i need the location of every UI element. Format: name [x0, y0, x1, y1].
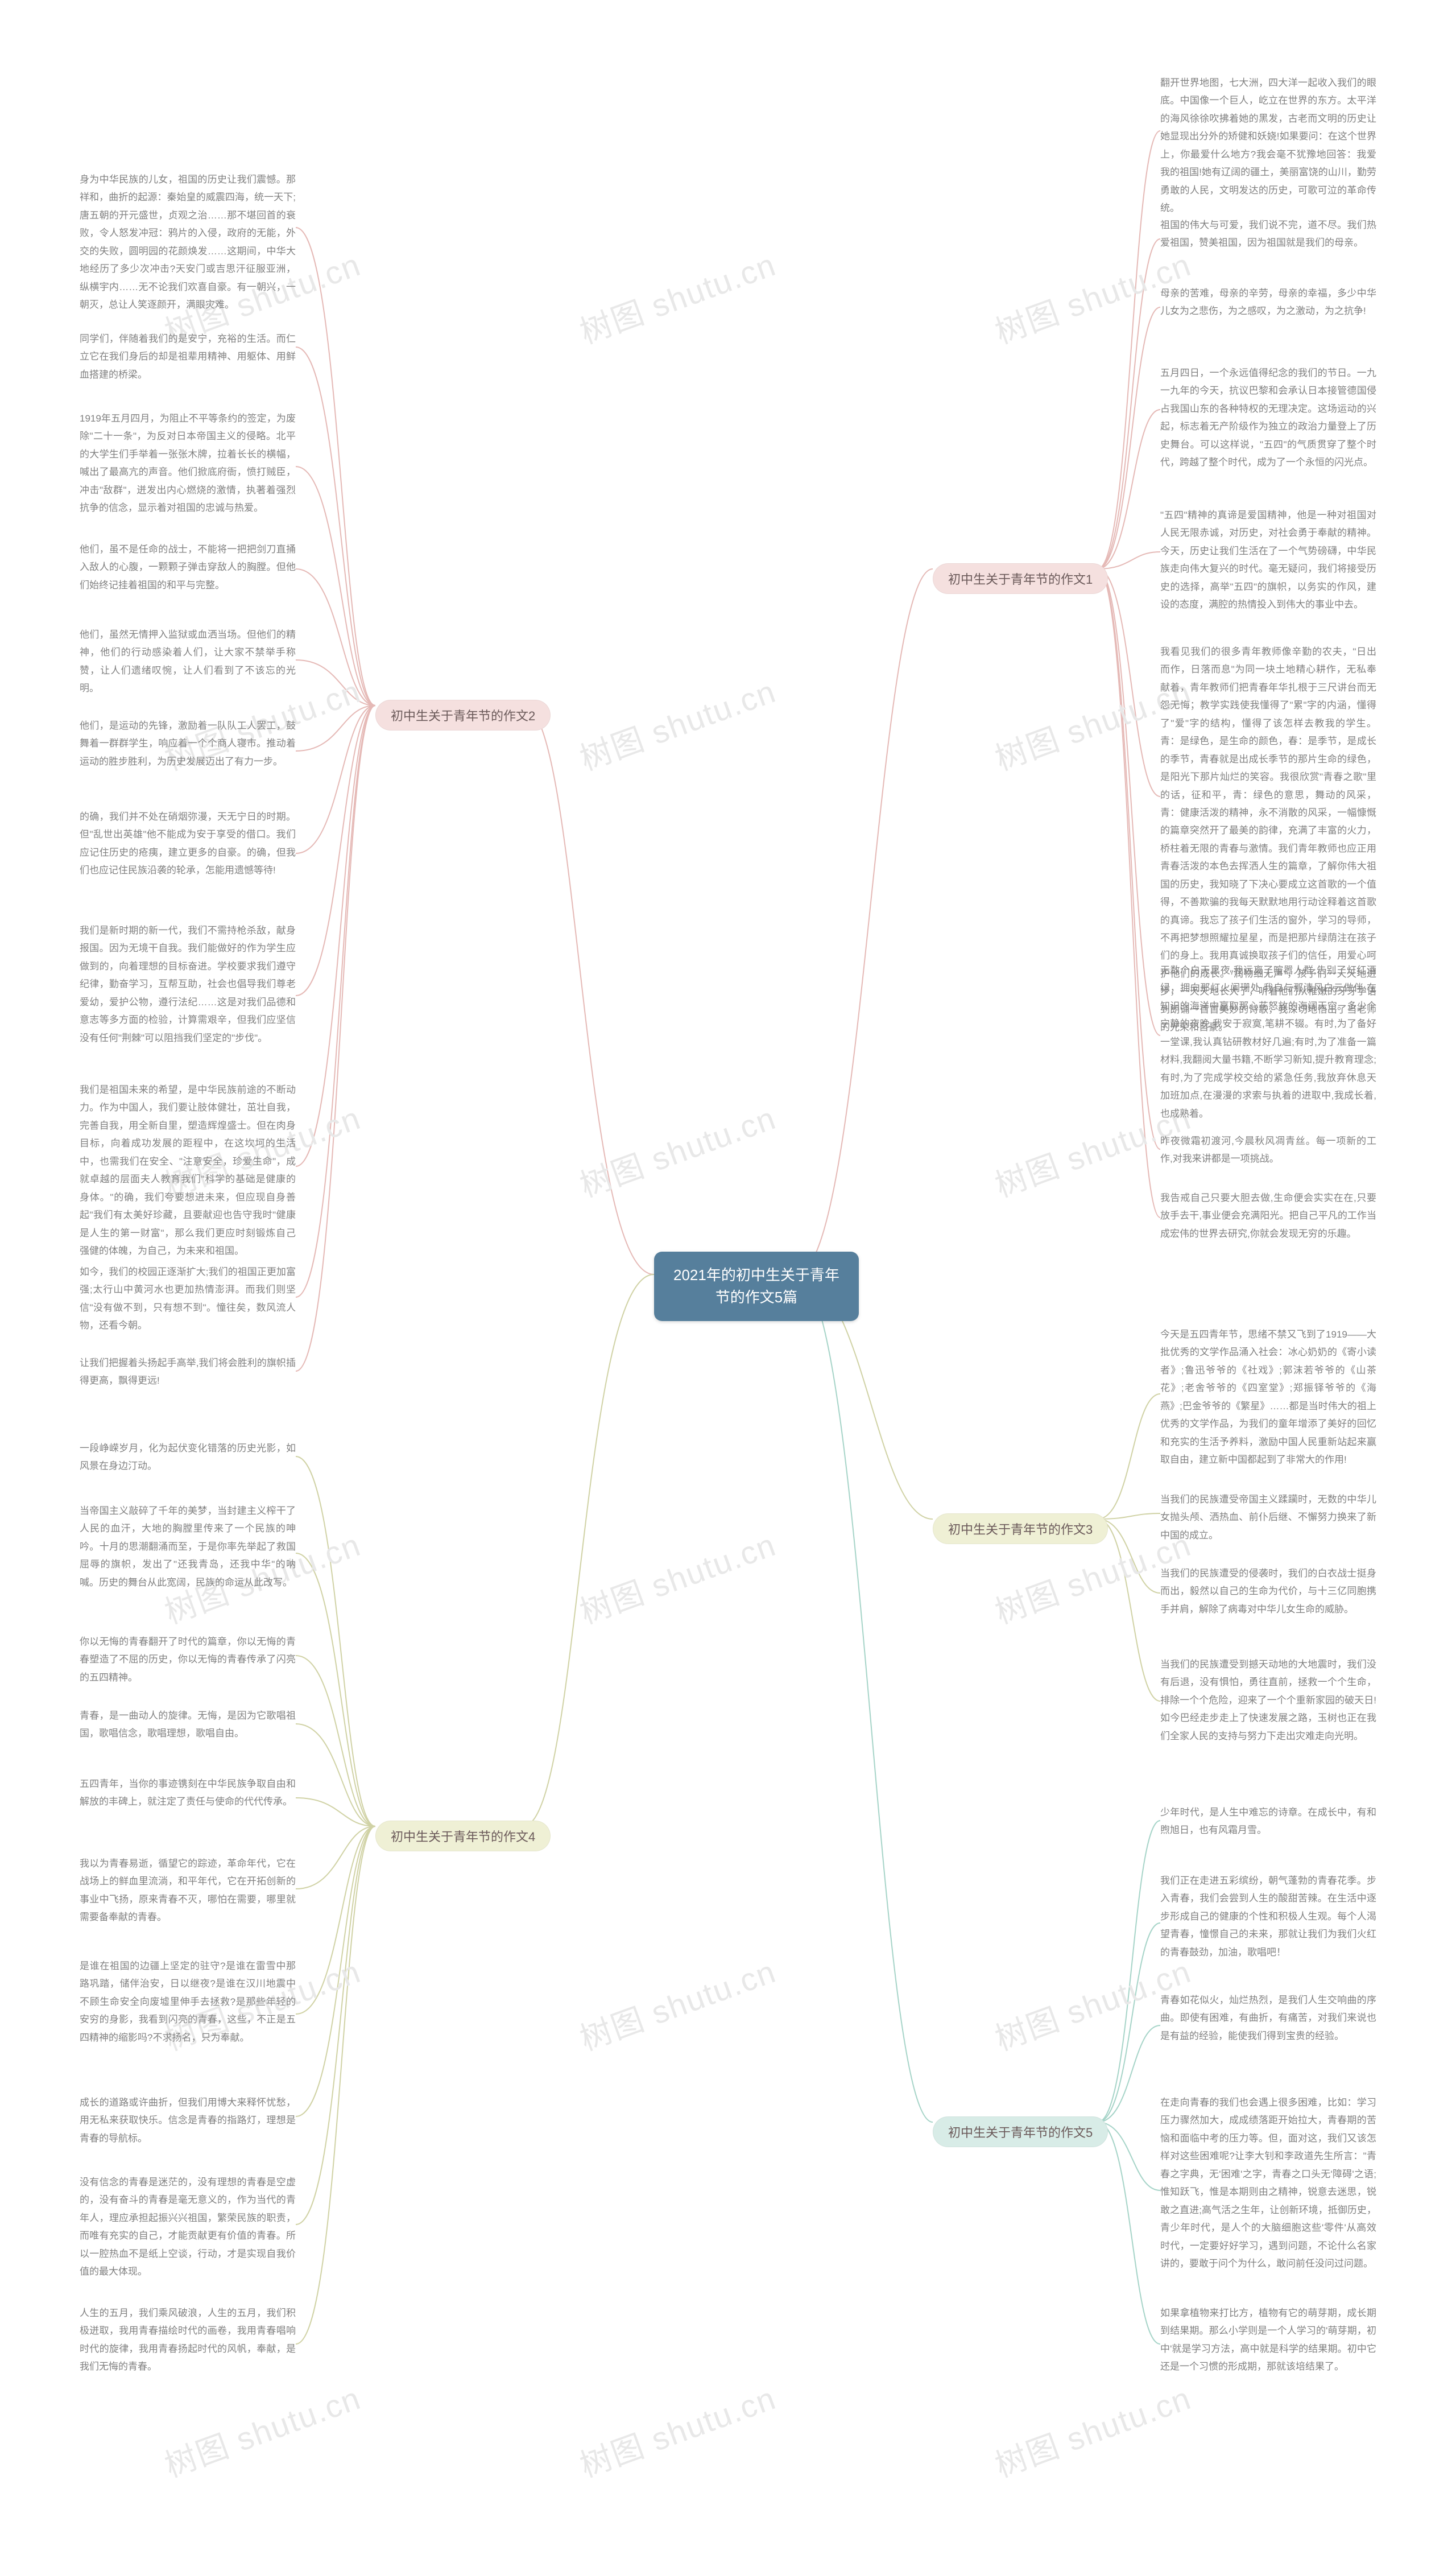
leaf-text: 母亲的苦难，母亲的辛劳，母亲的幸福，多少中华儿女为之悲伤，为之感叹，为之激动，为…: [1160, 284, 1376, 320]
leaf-text: 身为中华民族的儿女，祖国的历史让我们震憾。那祥和，曲折的起源：秦始皇的威震四海，…: [80, 171, 296, 314]
center-title-line2: 节的作文5篇: [715, 1289, 797, 1306]
leaf-text: 祖国的伟大与可爱，我们说不完，道不尽。我们热爱祖国，赞美祖国，因为祖国就是我们的…: [1160, 216, 1376, 252]
watermark-text: 树图 shutu.cn: [988, 2373, 1197, 2487]
leaf-text: 人生的五月，我们乘风破浪，人生的五月，我们积极迸取，我用青春描绘时代的画卷，我用…: [80, 2304, 296, 2376]
branch-node-b4[interactable]: 初中生关于青年节的作文4: [375, 1821, 551, 1851]
branch-node-b3[interactable]: 初中生关于青年节的作文3: [933, 1513, 1108, 1544]
branch-node-b2[interactable]: 初中生关于青年节的作文2: [375, 700, 551, 731]
leaf-text: 如果拿植物来打比方，植物有它的萌芽期，成长期到结果期。那么小学则是一个人学习的'…: [1160, 2304, 1376, 2376]
watermark-text: 树图 shutu.cn: [573, 240, 781, 353]
leaf-text: 当帝国主义敲碎了千年的美梦，当封建主义榨干了人民的血汗，大地的胸膛里传来了一个民…: [80, 1502, 296, 1591]
leaf-text: 1919年五月四月，为阻止不平等条约的签定，为废除"二十一条"，为反对日本帝国主…: [80, 410, 296, 517]
leaf-text: 我告戒自己只要大胆去做,生命便会实实在在,只要放手去干,事业便会充满阳光。把自己…: [1160, 1189, 1376, 1243]
leaf-text: 成长的道路或许曲折，但我们用博大来释怀忧愁，用无私来获取快乐。信念是青春的指路灯…: [80, 2094, 296, 2147]
leaf-text: 他们，是运动的先锋，激励着一队队工人罢工，鼓舞着一群群学生，响应着一个个商人寝市…: [80, 717, 296, 770]
leaf-text: 你以无悔的青春翻开了时代的篇章，你以无悔的青春塑造了不屈的历史，你以无悔的青春传…: [80, 1633, 296, 1686]
watermark-text: 树图 shutu.cn: [573, 1520, 781, 1633]
center-title-line1: 2021年的初中生关于青年: [673, 1266, 839, 1284]
watermark-text: 树图 shutu.cn: [573, 1946, 781, 2060]
leaf-text: 我们是祖国未来的希望，是中华民族前途的不断动力。作为中国人，我们要让肢体健壮，茁…: [80, 1081, 296, 1260]
leaf-text: 今天是五四青年节，思绪不禁又飞到了1919——大批优秀的文学作品涌入社会：冰心奶…: [1160, 1326, 1376, 1469]
leaf-text: 当我们的民族遭受的侵袭时，我们的白衣战士挺身而出，毅然以自己的生命为代价，与十三…: [1160, 1565, 1376, 1618]
leaf-text: 让我们把握着头扬起手高举,我们将会胜利的旗帜插得更高，飘得更远!: [80, 1354, 296, 1390]
leaf-text: 是谁在祖国的边疆上坚定的驻守?是谁在雷雪中那路巩踏，储伴治安，日以继夜?是谁在汉…: [80, 1957, 296, 2046]
leaf-text: 青春，是一曲动人的旋律。无悔，是因为它歌唱祖国，歌唱信念，歌唱理想，歌唱自由。: [80, 1707, 296, 1743]
leaf-text: 昨夜微霜初渡河,今晨秋风凋青丝。每一项新的工作,对我来讲都是一项挑战。: [1160, 1132, 1376, 1168]
leaf-text: 五四青年，当你的事迹镌刻在中华民族争取自由和解放的丰碑上，就注定了责任与使命的代…: [80, 1775, 296, 1811]
leaf-text: 当我们的民族遭受到撼天动地的大地震时，我们没有后退，没有惧怕，勇往直前，拯救一个…: [1160, 1656, 1376, 1745]
leaf-text: 无数个白天黑夜,我远离了喧嚣人群,告别了灯红酒绿，拥向那灯火阑珊处,我自与那清风…: [1160, 962, 1376, 1123]
leaf-text: 我们正在走进五彩缤纷，朝气蓬勃的青春花季。步入青春，我们会尝到人生的酸甜苦辣。在…: [1160, 1872, 1376, 1961]
leaf-text: "五四"精神的真谛是爱国精神，他是一种对祖国对人民无限赤诚，对历史，对社会勇于奉…: [1160, 506, 1376, 614]
leaf-text: 当我们的民族遭受帝国主义蹂躏时，无数的中华儿女抛头颅、洒热血、前仆后继、不懈努力…: [1160, 1491, 1376, 1544]
branch-node-b5[interactable]: 初中生关于青年节的作文5: [933, 2116, 1108, 2147]
leaf-text: 同学们，伴随着我们的是安宁，充裕的生活。而仁立它在我们身后的却是祖辈用精神、用躯…: [80, 330, 296, 383]
watermark-text: 树图 shutu.cn: [158, 2373, 366, 2487]
leaf-text: 在走向青春的我们也会遇上很多困难，比如：学习压力骤然加大，成成绩落距开始拉大，青…: [1160, 2094, 1376, 2272]
leaf-text: 五月四日，一个永远值得纪念的我们的节日。一九一九年的今天，抗议巴黎和会承认日本接…: [1160, 364, 1376, 472]
branch-node-b1[interactable]: 初中生关于青年节的作文1: [933, 563, 1108, 594]
leaf-text: 一段峥嵘岁月，化为起伏变化错落的历史光影，如风景在身边汀动。: [80, 1439, 296, 1475]
watermark-text: 树图 shutu.cn: [573, 2373, 781, 2487]
watermark-text: 树图 shutu.cn: [573, 1093, 781, 1207]
leaf-text: 如今，我们的校园正逐渐扩大;我们的祖国正更加富强;太行山中黄河水也更加热情澎湃。…: [80, 1263, 296, 1335]
leaf-text: 我以为青春易逝，循望它的踪迹，革命年代，它在战场上的鲜血里流淌，和平年代，它在开…: [80, 1855, 296, 1926]
leaf-text: 我们是新时期的新一代，我们不需持枪杀敌，献身报国。因为无境干自我。我们能做好的作…: [80, 922, 296, 1047]
leaf-text: 他们，虽不是任命的战士，不能将一把把剑刀直捅入敌人的心腹，一颗颗子弹击穿敌人的胸…: [80, 540, 296, 594]
leaf-text: 翻开世界地图，七大洲，四大洋一起收入我们的眼底。中国像一个巨人，屹立在世界的东方…: [1160, 74, 1376, 217]
center-node[interactable]: 2021年的初中生关于青年 节的作文5篇: [654, 1252, 859, 1321]
watermark-text: 树图 shutu.cn: [573, 666, 781, 780]
leaf-text: 没有信念的青春是迷茫的，没有理想的青春是空虚的，没有奋斗的青春是毫无意义的，作为…: [80, 2173, 296, 2281]
leaf-text: 青春如花似火，灿烂热烈，是我们人生交响曲的序曲。即使有困难，有曲折，有痛苦，对我…: [1160, 1991, 1376, 2045]
leaf-text: 少年时代，是人生中难忘的诗章。在成长中，有和煦旭日，也有风霜月雪。: [1160, 1804, 1376, 1839]
leaf-text: 他们，虽然无情押入监狱或血洒当场。但他们的精神，他们的行动感染着人们，让大家不禁…: [80, 626, 296, 698]
leaf-text: 的确，我们并不处在硝烟弥漫，天无宁日的时期。但"乱世出英雄"他不能成为安于享受的…: [80, 808, 296, 880]
